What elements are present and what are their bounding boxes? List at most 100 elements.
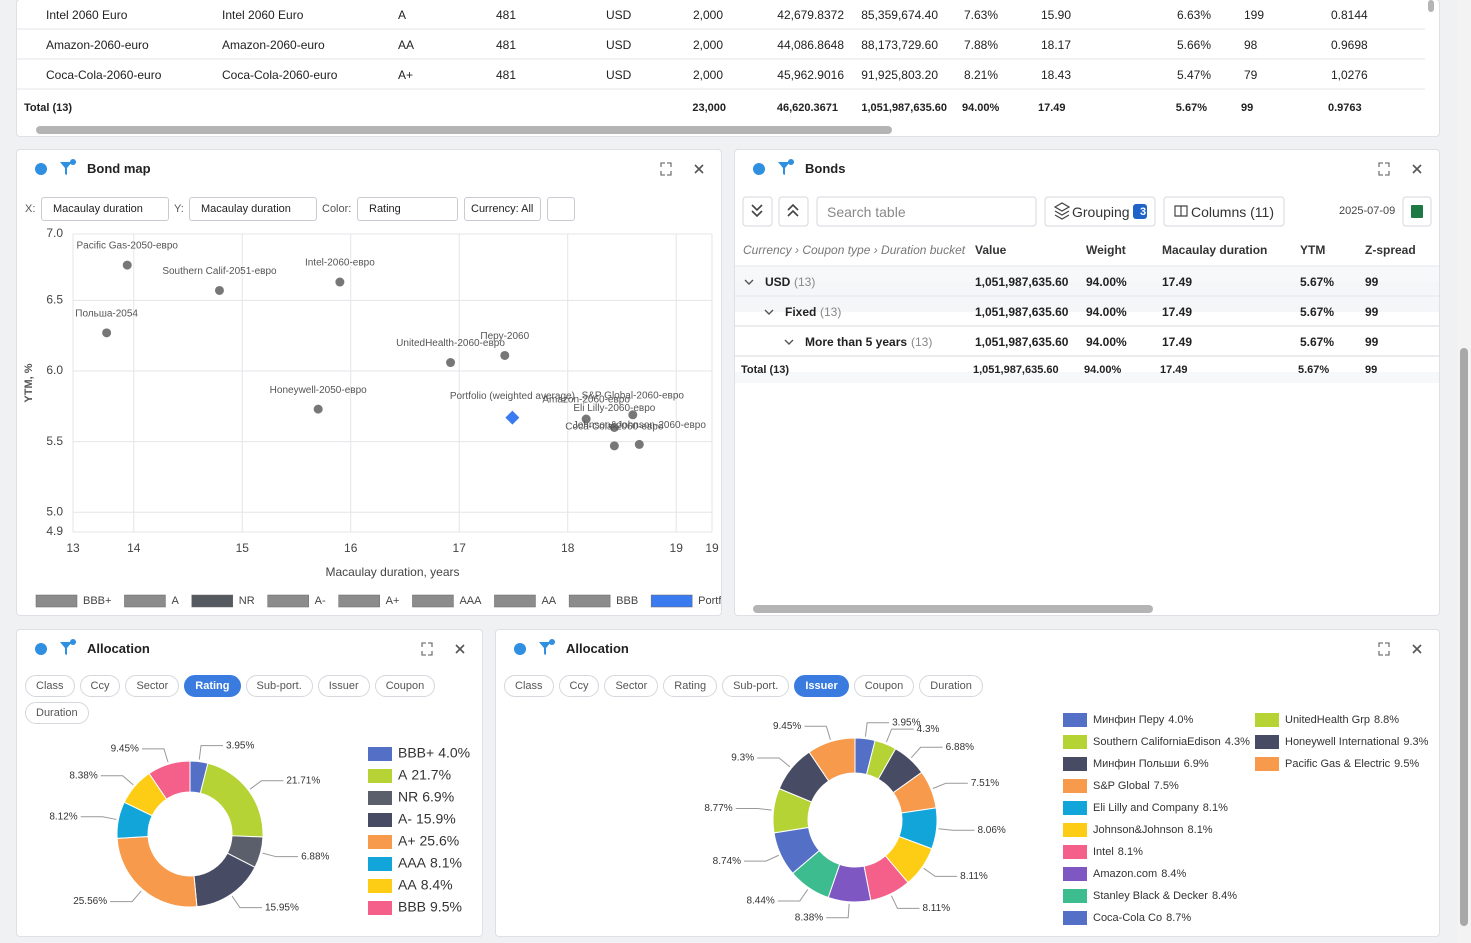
column-header[interactable]: Z-spread bbox=[1365, 243, 1416, 257]
legend-swatch[interactable] bbox=[35, 594, 78, 608]
legend-swatch[interactable] bbox=[368, 747, 392, 761]
group-count: (13) bbox=[820, 305, 842, 319]
tab[interactable]: Class bbox=[504, 675, 554, 697]
legend-swatch[interactable] bbox=[368, 857, 392, 871]
legend-swatch[interactable] bbox=[368, 901, 392, 915]
tab[interactable]: Ccy bbox=[558, 675, 600, 697]
tab[interactable]: Duration bbox=[25, 702, 89, 724]
v-scrollbar-thumb[interactable] bbox=[1428, 0, 1434, 12]
legend-swatch[interactable] bbox=[1255, 757, 1279, 771]
slice-label: 8.06% bbox=[977, 825, 1005, 836]
legend-swatch[interactable] bbox=[494, 594, 536, 608]
column-header[interactable]: Value bbox=[975, 243, 1007, 257]
legend-value: 8.7% bbox=[1166, 912, 1191, 924]
excel-icon bbox=[1411, 205, 1423, 218]
table-cell: 5.47% bbox=[1176, 68, 1211, 82]
legend-label: Southern CaliforniaEdison bbox=[1093, 736, 1221, 748]
legend-swatch[interactable] bbox=[267, 594, 309, 608]
expand-icon[interactable] bbox=[1378, 162, 1390, 176]
tab[interactable]: Class bbox=[25, 675, 75, 697]
h-scrollbar-thumb[interactable] bbox=[36, 126, 892, 134]
expand-icon[interactable] bbox=[421, 642, 433, 656]
legend-label: UnitedHealth Grp bbox=[1285, 714, 1370, 726]
legend-swatch[interactable] bbox=[368, 813, 392, 827]
filter-icon[interactable] bbox=[60, 642, 72, 655]
tab[interactable]: Sector bbox=[604, 675, 659, 697]
legend-swatch[interactable] bbox=[650, 594, 693, 608]
legend-swatch[interactable] bbox=[338, 594, 380, 608]
tab[interactable]: Sub-port. bbox=[722, 675, 790, 697]
close-icon[interactable] bbox=[1412, 164, 1422, 174]
h-scrollbar-thumb[interactable] bbox=[753, 605, 1153, 613]
expand-caret[interactable] bbox=[744, 279, 754, 285]
currency-button[interactable] bbox=[464, 197, 541, 221]
legend-swatch[interactable] bbox=[368, 835, 392, 849]
legend-label: Pacific Gas & Electric bbox=[1285, 758, 1391, 770]
expand-caret[interactable] bbox=[764, 309, 774, 315]
legend-swatch[interactable] bbox=[1063, 713, 1087, 727]
tab[interactable]: Duration bbox=[919, 675, 983, 697]
legend-swatch[interactable] bbox=[1063, 757, 1087, 771]
tab[interactable]: Coupon bbox=[374, 675, 436, 697]
legend-swatch[interactable] bbox=[412, 594, 454, 608]
expand-all-button[interactable] bbox=[742, 196, 773, 227]
total-cell: 46,620.3671 bbox=[776, 102, 838, 114]
legend-swatch[interactable] bbox=[1063, 911, 1087, 925]
table-cell: 2,000 bbox=[692, 8, 723, 22]
columns-label[interactable]: Columns (11) bbox=[1191, 204, 1274, 220]
close-icon[interactable] bbox=[455, 644, 465, 654]
tab[interactable]: Rating bbox=[663, 675, 718, 697]
columns-button[interactable] bbox=[1163, 196, 1285, 227]
legend-swatch[interactable] bbox=[1063, 779, 1087, 793]
legend-label: NR bbox=[398, 789, 418, 805]
legend-swatch[interactable] bbox=[1255, 735, 1279, 749]
total-cell: 1,051,987,635.60 bbox=[973, 364, 1059, 376]
scroll-thumb[interactable] bbox=[1460, 348, 1468, 926]
legend-swatch[interactable] bbox=[568, 594, 611, 608]
column-header[interactable]: YTM bbox=[1300, 243, 1326, 257]
color-select[interactable] bbox=[357, 197, 458, 221]
expand-icon[interactable] bbox=[660, 162, 672, 176]
slice-label: 9.45% bbox=[111, 744, 139, 755]
legend-swatch[interactable] bbox=[368, 791, 392, 805]
x-select[interactable] bbox=[41, 197, 169, 221]
legend-swatch[interactable] bbox=[191, 594, 234, 608]
tab[interactable]: Issuer bbox=[317, 675, 370, 697]
legend-swatch[interactable] bbox=[124, 594, 166, 608]
tab[interactable]: Ccy bbox=[79, 675, 121, 697]
filter-icon[interactable] bbox=[778, 162, 790, 175]
tab[interactable]: Coupon bbox=[853, 675, 915, 697]
filter-icon[interactable] bbox=[60, 162, 72, 175]
legend-swatch[interactable] bbox=[1255, 713, 1279, 727]
expand-icon[interactable] bbox=[1378, 642, 1390, 656]
legend-swatch[interactable] bbox=[368, 769, 392, 783]
expand-caret[interactable] bbox=[784, 339, 794, 345]
search-button[interactable] bbox=[547, 197, 575, 221]
tab[interactable]: Sector bbox=[125, 675, 180, 697]
legend-swatch[interactable] bbox=[1063, 867, 1087, 881]
legend-swatch[interactable] bbox=[1063, 823, 1087, 837]
grouping-label[interactable]: Grouping bbox=[1072, 204, 1130, 220]
table-cell: 91,925,803.20 bbox=[861, 68, 938, 82]
legend-swatch[interactable] bbox=[368, 879, 392, 893]
close-icon[interactable] bbox=[694, 164, 704, 174]
page-scrollbar[interactable] bbox=[1457, 0, 1471, 943]
y-select[interactable] bbox=[189, 197, 317, 221]
column-header[interactable]: Macaulay duration bbox=[1162, 243, 1268, 257]
legend-swatch[interactable] bbox=[1063, 801, 1087, 815]
legend-swatch[interactable] bbox=[1063, 845, 1087, 859]
close-icon[interactable] bbox=[1412, 644, 1422, 654]
search-input[interactable] bbox=[816, 196, 1037, 227]
tabs: Class Ccy Sector Rating Sub-port. Issuer Coupo… bbox=[504, 675, 1024, 702]
table-cell: 42,679.8372 bbox=[777, 8, 844, 22]
tab[interactable]: Sub-port. bbox=[245, 675, 313, 697]
legend-swatch[interactable] bbox=[1063, 735, 1087, 749]
column-header[interactable]: Weight bbox=[1086, 243, 1126, 257]
legend-value: 6.9% bbox=[1184, 758, 1209, 770]
legend-swatch[interactable] bbox=[1063, 889, 1087, 903]
filter-icon[interactable] bbox=[539, 642, 551, 655]
tab[interactable]: Issuer bbox=[794, 675, 849, 697]
grouping-button[interactable] bbox=[1044, 196, 1156, 227]
data-point bbox=[634, 439, 644, 449]
tab[interactable]: Rating bbox=[184, 675, 241, 697]
